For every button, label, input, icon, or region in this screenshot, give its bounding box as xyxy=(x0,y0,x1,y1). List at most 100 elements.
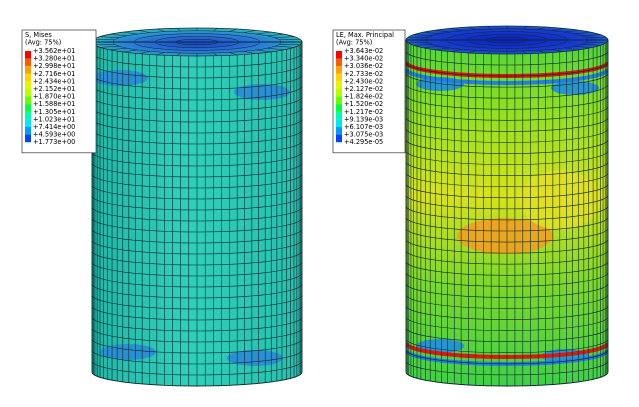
cylinder-outline xyxy=(91,41,303,387)
mesh-line xyxy=(564,29,579,33)
legend-swatch xyxy=(336,66,342,74)
mesh-line xyxy=(406,150,608,165)
legend-label: +2.434e+01 xyxy=(33,77,75,85)
mesh-line xyxy=(413,34,433,36)
mesh-line xyxy=(406,316,608,331)
mesh-line xyxy=(266,33,285,37)
legend-swatch xyxy=(25,81,31,89)
mesh-line xyxy=(92,261,302,277)
legend-label: +3.280e+01 xyxy=(33,55,75,63)
legend-label: +2.152e+01 xyxy=(33,85,75,93)
legend-title: (Avg: 75%) xyxy=(25,39,61,47)
mesh-line xyxy=(537,26,546,30)
mesh-line xyxy=(92,250,302,266)
legend-swatch xyxy=(336,127,342,135)
mesh-line xyxy=(92,162,302,178)
mesh-line xyxy=(468,26,477,30)
legend-label: +1.824e-02 xyxy=(344,93,383,101)
mesh-line xyxy=(92,305,302,321)
mesh-line xyxy=(92,294,302,310)
mesh-line xyxy=(213,52,218,56)
legend-label: +9.139e-03 xyxy=(344,115,383,123)
legend-swatch xyxy=(336,73,342,82)
legend-swatch xyxy=(25,96,31,105)
legend-label: +2.716e+01 xyxy=(33,70,75,78)
mesh-line xyxy=(581,44,601,46)
mesh-line xyxy=(487,26,492,30)
mesh-line xyxy=(406,338,608,354)
mesh-line xyxy=(92,151,302,167)
legend-box xyxy=(332,29,406,154)
mesh-line xyxy=(94,43,115,45)
mesh-line xyxy=(406,272,608,287)
legend-label: +1.588e+01 xyxy=(33,100,75,108)
mesh-line xyxy=(406,294,608,309)
mesh-line xyxy=(92,140,302,156)
mesh-line xyxy=(279,39,300,41)
legend-label: +1.217e-02 xyxy=(344,108,383,116)
contour-patch xyxy=(92,70,148,86)
legend-label: +2.127e-02 xyxy=(344,85,383,93)
mesh-line xyxy=(406,194,608,210)
mesh-line xyxy=(406,172,608,188)
legend-label: +7.414e+00 xyxy=(33,123,75,131)
mesh-line xyxy=(537,50,546,54)
mesh-line xyxy=(266,47,285,51)
mesh-line xyxy=(406,239,608,254)
mesh-line xyxy=(406,283,608,298)
mesh-line xyxy=(92,52,302,68)
legend-swatch xyxy=(25,119,31,127)
mesh-line xyxy=(406,117,608,132)
legend-label: +3.562e+01 xyxy=(33,47,75,55)
legend-label: +1.520e-02 xyxy=(344,100,383,108)
legend-box xyxy=(21,29,97,154)
mesh-line xyxy=(92,239,302,255)
legend-label: +6.107e-03 xyxy=(344,123,383,131)
mesh-line xyxy=(274,36,295,38)
mesh-line xyxy=(92,96,302,112)
contour-patch xyxy=(457,218,553,254)
legend-label: +2.430e-02 xyxy=(344,77,383,85)
cylinder xyxy=(91,27,303,387)
legend-swatch xyxy=(25,134,31,143)
mesh-line xyxy=(92,349,302,365)
legend-label: +4.295e-05 xyxy=(344,138,383,146)
legend-swatch xyxy=(25,89,31,97)
mesh-line xyxy=(406,205,608,221)
mesh-line xyxy=(156,28,165,32)
mesh-line xyxy=(94,39,115,41)
mesh-line xyxy=(256,49,272,53)
mesh-line xyxy=(92,118,302,134)
legend-title: S, Mises xyxy=(25,31,52,39)
mesh-line xyxy=(92,316,302,332)
mesh xyxy=(406,40,608,386)
legend-label: +3.036e-02 xyxy=(344,62,383,70)
legend-swatch xyxy=(336,81,342,89)
mesh-line xyxy=(407,37,428,39)
legend: S, Mises(Avg: 75%)+3.562e+01+3.280e+01 +2… xyxy=(21,29,97,154)
legend-swatch xyxy=(25,111,31,120)
cylinder-outline xyxy=(405,39,609,387)
top-mesh xyxy=(406,26,608,54)
mesh-line xyxy=(406,128,608,143)
mesh-line xyxy=(274,46,295,48)
legend-swatch xyxy=(336,111,342,120)
legend-title: LE, Max. Principal xyxy=(336,31,394,39)
mesh-line xyxy=(213,28,218,32)
mesh-line xyxy=(586,37,607,39)
mesh-line xyxy=(92,283,302,299)
legend-label: +1.870e+01 xyxy=(33,93,75,101)
mesh-line xyxy=(468,50,477,54)
mesh-line xyxy=(92,63,302,79)
mesh-line xyxy=(522,26,527,30)
mesh-line xyxy=(406,305,608,320)
mesh-line xyxy=(99,36,120,38)
mesh-line xyxy=(574,45,592,49)
mesh-line xyxy=(92,195,302,211)
mesh-line xyxy=(229,52,238,56)
mesh-line xyxy=(92,272,302,288)
mesh-line xyxy=(581,34,601,36)
mesh-line xyxy=(406,349,608,365)
legend-label: +3.075e-03 xyxy=(344,131,383,139)
